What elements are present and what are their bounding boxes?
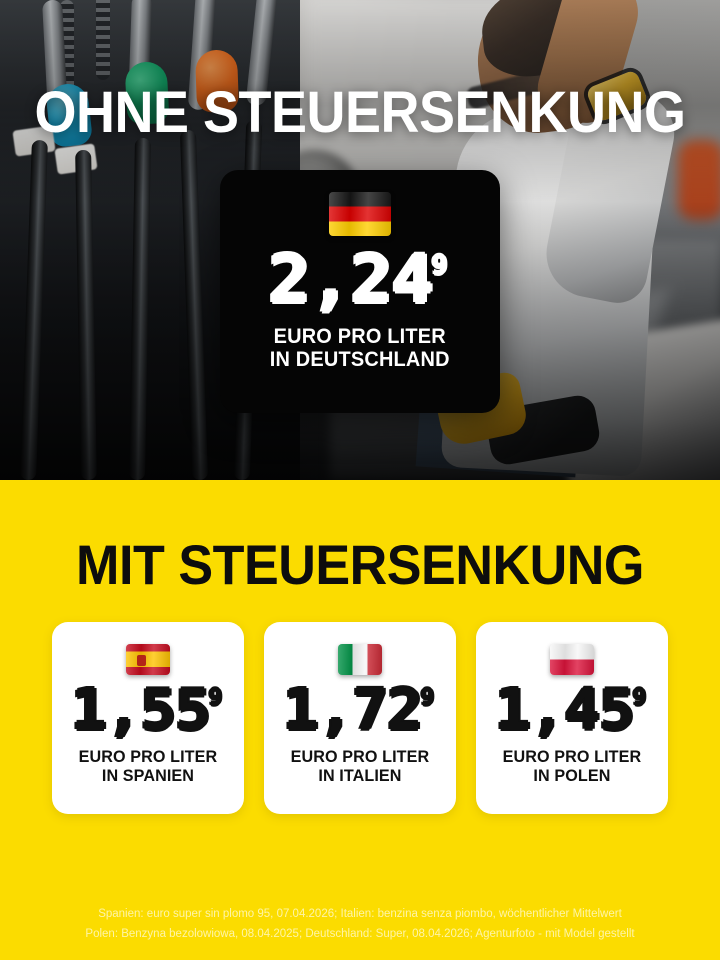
price-main: 1,55 (70, 678, 211, 743)
price-main: 1,45 (494, 678, 635, 743)
price-superscript: 9 (208, 685, 223, 711)
caption-line-2: IN SPANIEN (101, 765, 195, 785)
price-value-poland: 1,45 9 (495, 683, 647, 738)
price-caption-poland: EURO PRO LITER IN POLEN (503, 747, 642, 785)
price-main: 1,72 (282, 678, 423, 743)
price-card-poland: 1,45 9 EURO PRO LITER IN POLEN (476, 622, 668, 814)
flag-shading (329, 192, 391, 236)
price-superscript: 9 (420, 685, 435, 711)
price-value-italy: 1,72 9 (283, 683, 435, 738)
flag-shading (338, 644, 382, 675)
price-cards-row: 1,55 9 EURO PRO LITER IN SPANIEN 1,72 9 … (52, 622, 668, 814)
caption-line-1: EURO PRO LITER (290, 746, 430, 766)
price-superscript: 9 (431, 250, 447, 281)
price-superscript: 9 (632, 685, 647, 711)
flag-germany-icon (329, 192, 391, 236)
price-value-spain: 1,55 9 (71, 683, 223, 738)
bottom-headline: MIT STEUERSENKUNG (76, 533, 644, 596)
caption-line-1: EURO PRO LITER (502, 746, 642, 766)
price-main: 2,24 (268, 241, 434, 318)
footnote-line-2: Polen: Benzyna bezolowiowa, 08.04.2025; … (85, 928, 635, 941)
price-caption-germany: EURO PRO LITER IN DEUTSCHLAND (270, 325, 450, 372)
price-card-italy: 1,72 9 EURO PRO LITER IN ITALIEN (264, 622, 456, 814)
caption-line-1: EURO PRO LITER (78, 746, 218, 766)
caption-line-2: IN POLEN (533, 765, 611, 785)
footnote-line-1: Spanien: euro super sin plomo 95, 07.04.… (98, 908, 622, 920)
source-footnote: Spanien: euro super sin plomo 95, 07.04.… (0, 904, 720, 944)
price-caption-spain: EURO PRO LITER IN SPANIEN (79, 747, 218, 785)
caption-line-2: IN ITALIEN (318, 765, 402, 785)
yellow-section: MIT STEUERSENKUNG 1,55 9 EURO PRO LITER … (0, 480, 720, 960)
flag-shading (126, 644, 170, 675)
caption-line-2: IN DEUTSCHLAND (270, 348, 450, 372)
top-headline: OHNE STEUERSENKUNG (34, 80, 686, 145)
caption-line-1: EURO PRO LITER (273, 324, 447, 348)
price-caption-italy: EURO PRO LITER IN ITALIEN (291, 747, 430, 785)
price-card-spain: 1,55 9 EURO PRO LITER IN SPANIEN (52, 622, 244, 814)
flag-poland-icon (550, 644, 594, 675)
flag-spain-icon (126, 644, 170, 675)
price-value-germany: 2,24 9 (269, 247, 448, 313)
photo-section: OHNE STEUERSENKUNG 2,24 9 EURO PRO LITER… (0, 0, 720, 480)
flag-shading (550, 644, 594, 675)
flag-italy-icon (338, 644, 382, 675)
price-card-germany: 2,24 9 EURO PRO LITER IN DEUTSCHLAND (220, 170, 500, 413)
